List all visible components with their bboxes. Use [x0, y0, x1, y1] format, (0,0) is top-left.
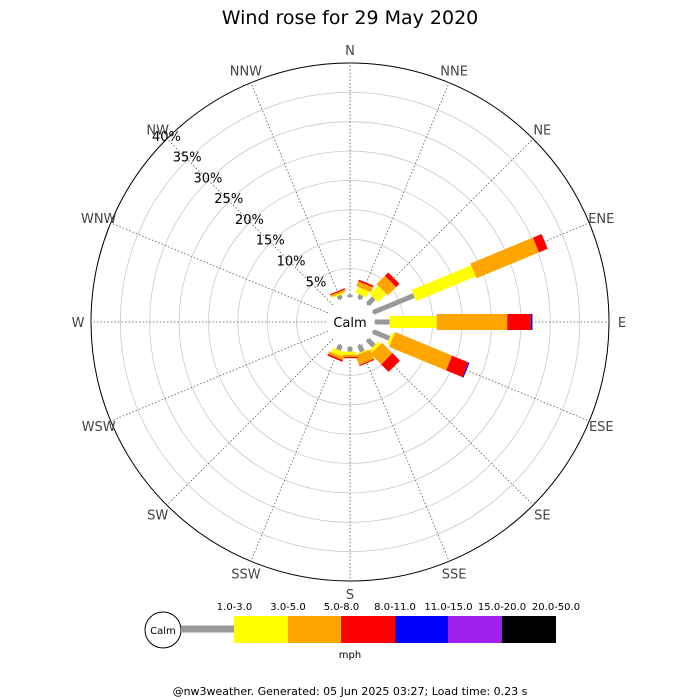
ring-label: 30% [193, 171, 222, 186]
ring-label: 5% [306, 275, 327, 290]
legend-calm-label: Calm [150, 626, 176, 637]
bar-ssw-5.0-8.0 [328, 351, 345, 361]
direction-label-sw: SW [147, 508, 168, 523]
legend-swatch-5.0-8.0 [288, 616, 341, 643]
bar-nne-3.0-5.0 [355, 286, 370, 298]
bar-nne-8.0-11.0 [358, 279, 374, 288]
direction-label-ene: ENE [588, 212, 614, 227]
legend-unit-label: mph [339, 650, 361, 661]
direction-label-sse: SSE [442, 567, 467, 582]
bar-ssw-3.0-5.0 [331, 347, 344, 357]
bar-ene-3.0-5.0 [411, 265, 476, 302]
bar-nne-5.0-8.0 [356, 281, 374, 293]
ring-label: 10% [277, 255, 306, 270]
footer-text: @nw3weather. Generated: 05 Jun 2025 03:2… [173, 685, 528, 698]
spoke-sw [166, 338, 334, 506]
legend-label-8.0-11.0: 8.0-11.0 [374, 602, 416, 613]
spoke-se [366, 338, 534, 506]
spoke-nnw [250, 82, 342, 300]
bar-ene-5.0-8.0 [470, 237, 539, 279]
bar-ese-1.0-3.0 [372, 329, 391, 341]
bar-ne-5.0-8.0 [376, 275, 397, 296]
ring-label: 35% [173, 151, 202, 166]
bar-nne-1.0-3.0 [357, 294, 364, 300]
direction-labels: N NNE NE ENE E ESE SE SSE S SSW SW WSW W WNW NW NNW [72, 44, 627, 603]
bar-ssw-8.0-11.0 [327, 353, 343, 362]
bar-ese-8.0-11.0 [446, 355, 469, 378]
direction-label-wnw: WNW [81, 212, 117, 227]
direction-label-ese: ESE [589, 420, 614, 435]
calm-center: Calm [326, 298, 374, 346]
direction-label-n: N [345, 44, 355, 59]
direction-label-se: SE [534, 508, 550, 523]
direction-label-nnw: NNW [230, 65, 262, 80]
bar-ssw-1.0-3.0 [336, 344, 343, 351]
calm-circle [326, 298, 374, 346]
legend-label-3.0-5.0: 3.0-5.0 [270, 602, 305, 613]
bar-se-8.0-11.0 [381, 353, 400, 372]
spoke-sse [358, 344, 450, 562]
bar-sse-1.0-3.0 [357, 344, 365, 353]
bar-nnw-5.0-8.0 [330, 289, 346, 298]
speed-legend: Calm 1.0-3.0 3.0-5.0 5.0-8.0 8.0-11.0 11.0-1… [144, 602, 580, 661]
bar-ese-5.0-8.0 [389, 332, 453, 371]
legend-swatch-8.0-11.0 [341, 616, 395, 643]
bar-ene-8.0-11.0 [532, 233, 548, 253]
calm-label: Calm [333, 316, 366, 331]
legend-label-20.0-50.0: 20.0-50.0 [532, 602, 580, 613]
direction-label-w: W [72, 316, 85, 331]
legend-swatch-15.0-20.0 [448, 616, 502, 643]
ring-label: 20% [235, 213, 264, 228]
bar-nnw-3.0-5.0 [332, 291, 345, 298]
spoke-nne [358, 82, 450, 300]
legend-label-5.0-8.0: 5.0-8.0 [324, 602, 359, 613]
spoke-nw [166, 138, 334, 306]
ring-labels: 5%10% 15% 20% 25% 30% 35% 40% [152, 130, 326, 290]
spoke-ne [366, 138, 534, 306]
spoke-wnw [110, 222, 328, 314]
ring-label: 40% [152, 130, 181, 145]
legend-label-1.0-3.0: 1.0-3.0 [217, 602, 252, 613]
direction-label-e: E [618, 316, 626, 331]
bar-se-3.0-5.0 [369, 341, 381, 353]
legend-label-15.0-20.0: 15.0-20.0 [478, 602, 526, 613]
spoke-ssw [250, 344, 342, 562]
wind-bars [327, 233, 548, 378]
bar-ene-1.0-3.0 [372, 293, 415, 315]
direction-label-nw: NW [146, 124, 169, 139]
direction-label-wsw: WSW [82, 420, 116, 435]
bar-ne-3.0-5.0 [369, 285, 387, 303]
bar-ne-8.0-11.0 [384, 272, 400, 288]
direction-label-s: S [346, 588, 354, 603]
legend-swatch-3.0-5.0 [234, 616, 288, 643]
bar-nnw-1.0-3.0 [336, 294, 343, 300]
legend-swatch-20.0-50.0 [502, 616, 556, 643]
bar-se-1.0-3.0 [365, 337, 376, 348]
spoke-wsw [110, 330, 328, 422]
bar-sse-5.0-8.0 [355, 349, 374, 365]
bar-ne-1.0-3.0 [365, 296, 376, 307]
direction-label-ssw: SSW [231, 567, 261, 582]
ring-label: 25% [214, 192, 243, 207]
chart-title: Wind rose for 29 May 2020 [222, 7, 479, 29]
bar-ese-3.0-5.0 [387, 332, 395, 345]
bar-se-5.0-8.0 [370, 342, 393, 365]
direction-label-nne: NNE [440, 65, 468, 80]
direction-label-ne: NE [533, 124, 551, 139]
legend-label-11.0-15.0: 11.0-15.0 [424, 602, 472, 613]
legend-swatch-11.0-15.0 [395, 616, 448, 643]
grid-ring [119, 91, 581, 553]
ring-label: 15% [256, 234, 285, 249]
